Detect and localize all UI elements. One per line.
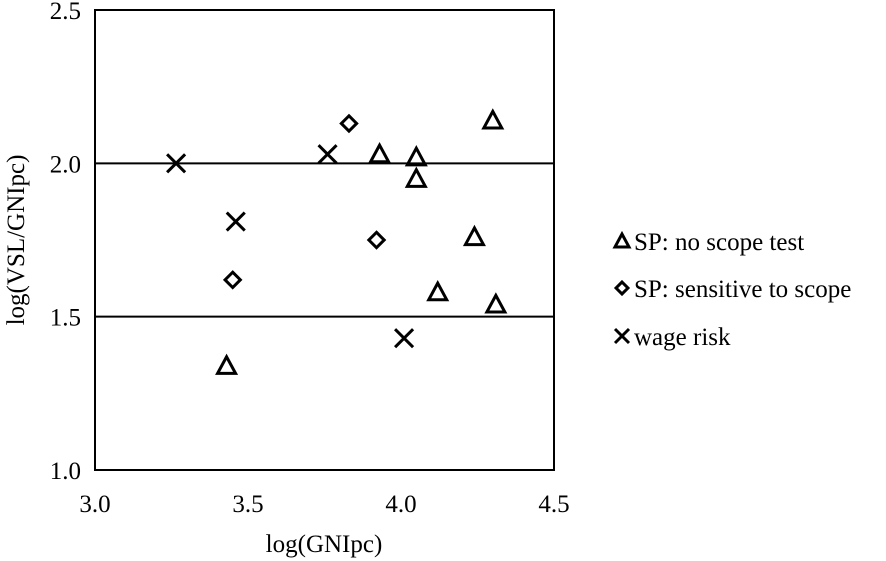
- x-marker: [613, 327, 631, 345]
- triangle-marker: [612, 230, 632, 249]
- plot-frame: [94, 9, 555, 471]
- diamond-marker: [366, 230, 387, 250]
- x-tick-label: 4.5: [538, 491, 569, 518]
- legend-item: wage risk: [613, 324, 731, 351]
- legend-label: SP: no scope test: [634, 229, 804, 256]
- y-axis-label: log(VSL/GNIpc): [3, 155, 30, 326]
- diamond-marker: [222, 270, 243, 290]
- series-diamond: [222, 113, 387, 290]
- diamond-marker: [339, 113, 359, 134]
- triangle-marker: [368, 141, 392, 164]
- x-marker: [317, 144, 338, 165]
- y-tick-label: 2.0: [50, 151, 81, 178]
- y-tick-label: 2.5: [50, 0, 81, 25]
- x-tick-label: 3.5: [232, 491, 263, 518]
- x-tick-label: 4.0: [385, 491, 416, 518]
- plot-area: [94, 9, 555, 471]
- triangle-marker: [404, 145, 428, 167]
- x-axis-label: log(GNIpc): [266, 531, 383, 558]
- legend-label: wage risk: [634, 324, 731, 351]
- y-tick-label: 1.0: [50, 458, 81, 485]
- triangle-marker: [215, 353, 239, 375]
- x-tick-label: 3.0: [79, 491, 110, 518]
- triangle-marker: [462, 224, 486, 247]
- legend: SP: no scope test SP: sensitive to scope w…: [612, 229, 851, 351]
- series-triangle: [215, 108, 508, 375]
- series-x: [166, 144, 415, 349]
- x-marker: [393, 328, 415, 349]
- x-marker: [225, 211, 246, 232]
- triangle-marker: [426, 279, 450, 302]
- legend-label: SP: sensitive to scope: [634, 276, 851, 303]
- triangle-marker: [484, 292, 508, 314]
- triangle-marker: [404, 166, 428, 188]
- x-marker: [166, 153, 187, 174]
- y-tick-label: 1.5: [50, 305, 81, 332]
- triangle-marker: [481, 108, 505, 130]
- axis-ticks: 1.0 1.5 2.0 2.5 3.0 3.5 4.0 4.5: [50, 0, 570, 518]
- legend-item: SP: no scope test: [612, 229, 804, 256]
- diamond-marker: [613, 279, 631, 297]
- legend-item: SP: sensitive to scope: [613, 276, 851, 303]
